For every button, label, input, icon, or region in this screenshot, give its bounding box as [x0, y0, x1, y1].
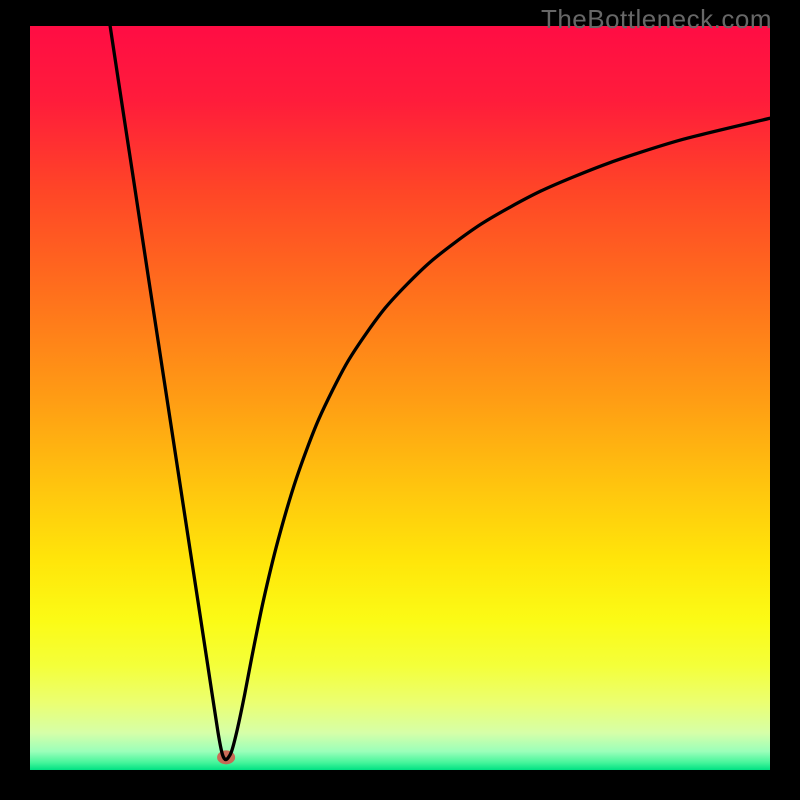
plot-area: [30, 26, 770, 770]
watermark-label: TheBottleneck.com: [541, 4, 772, 35]
chart-background: [30, 26, 770, 770]
figure-frame: TheBottleneck.com: [0, 0, 800, 800]
bottleneck-chart: [30, 26, 770, 770]
